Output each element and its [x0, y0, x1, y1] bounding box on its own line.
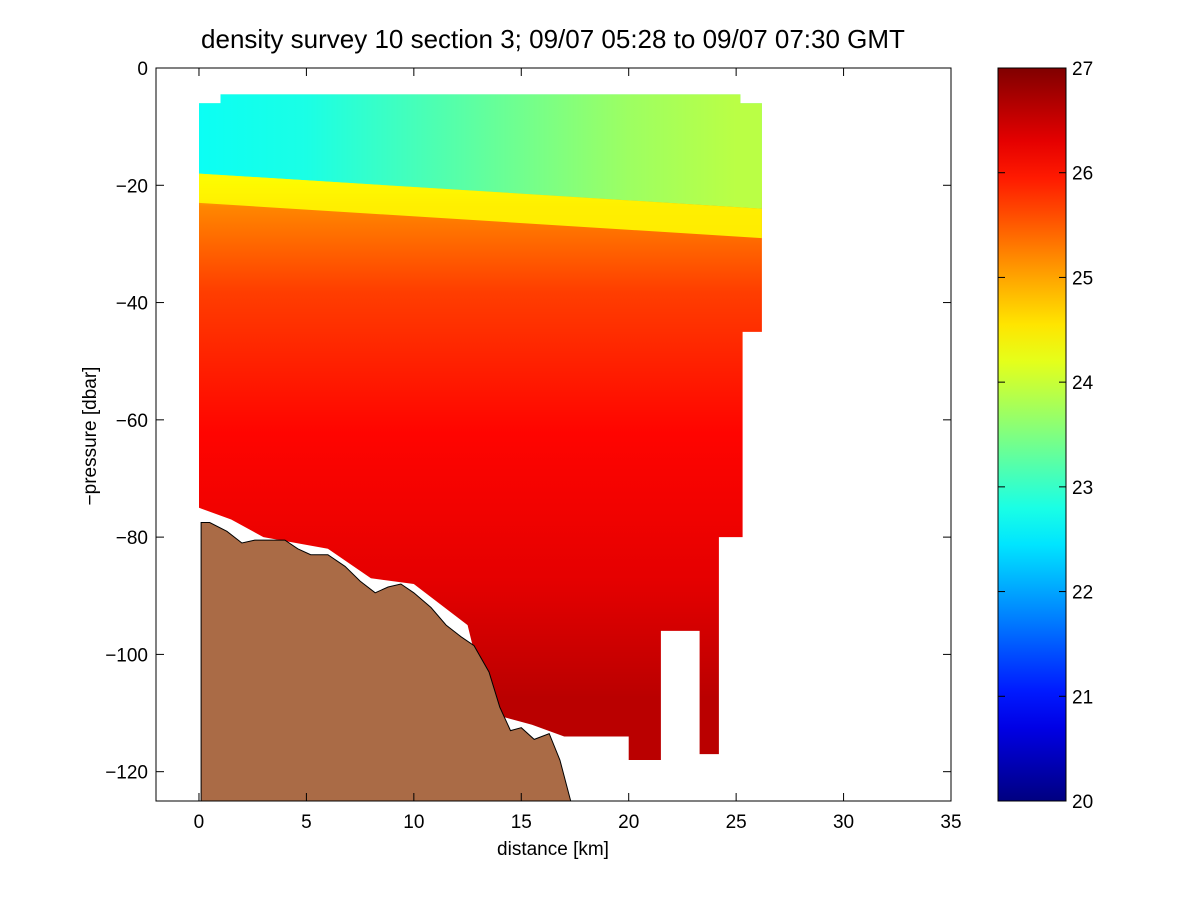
seafloor-bathymetry [200, 522, 572, 801]
y-tick-label: −60 [116, 411, 148, 432]
density-field-interior [199, 94, 762, 760]
x-tick-label: 15 [511, 812, 532, 833]
colorbar-tick-label: 22 [1072, 583, 1093, 604]
density-field-surface [199, 94, 762, 209]
x-axis-ticks: 0 5 10 15 20 25 30 35 [194, 68, 962, 833]
plot-frame [155, 67, 952, 802]
x-tick-label: 20 [618, 812, 639, 833]
chart-title: density survey 10 section 3; 09/07 05:28… [201, 24, 905, 54]
y-tick-label: −100 [105, 645, 148, 666]
colorbar-tick-label: 25 [1072, 268, 1093, 289]
x-tick-label: 25 [726, 812, 747, 833]
y-tick-label: −80 [116, 528, 148, 549]
colorbar-tick-label: 20 [1072, 792, 1093, 813]
y-tick-label: 0 [137, 59, 148, 80]
y-axis-ticks: 0 −20 −40 −60 −80 −100 −120 [105, 59, 951, 784]
density-field-pycnocline [199, 173, 762, 239]
colorbar-tick-label: 26 [1072, 164, 1093, 185]
colorbar-ticks: 20 21 22 23 24 25 26 27 [998, 59, 1094, 813]
y-axis-label: −pressure [dbar] [80, 367, 101, 506]
density-field [199, 94, 762, 760]
colorbar-scale [997, 67, 1067, 802]
x-axis-label: distance [km] [497, 839, 609, 860]
colorbar-tick-label: 23 [1072, 478, 1093, 499]
plot-area [199, 94, 762, 801]
colorbar-tick-label: 24 [1072, 373, 1094, 394]
y-tick-label: −120 [105, 763, 148, 784]
x-tick-label: 5 [301, 812, 312, 833]
y-tick-label: −40 [116, 294, 148, 315]
colorbar-tick-label: 21 [1072, 687, 1093, 708]
x-tick-label: 35 [940, 812, 961, 833]
colorbar-tick-label: 27 [1072, 59, 1093, 80]
x-tick-label: 30 [833, 812, 854, 833]
x-tick-label: 10 [403, 812, 424, 833]
colorbar: 20 21 22 23 24 25 26 27 [997, 59, 1094, 813]
x-tick-label: 0 [194, 812, 205, 833]
y-tick-label: −20 [116, 176, 148, 197]
